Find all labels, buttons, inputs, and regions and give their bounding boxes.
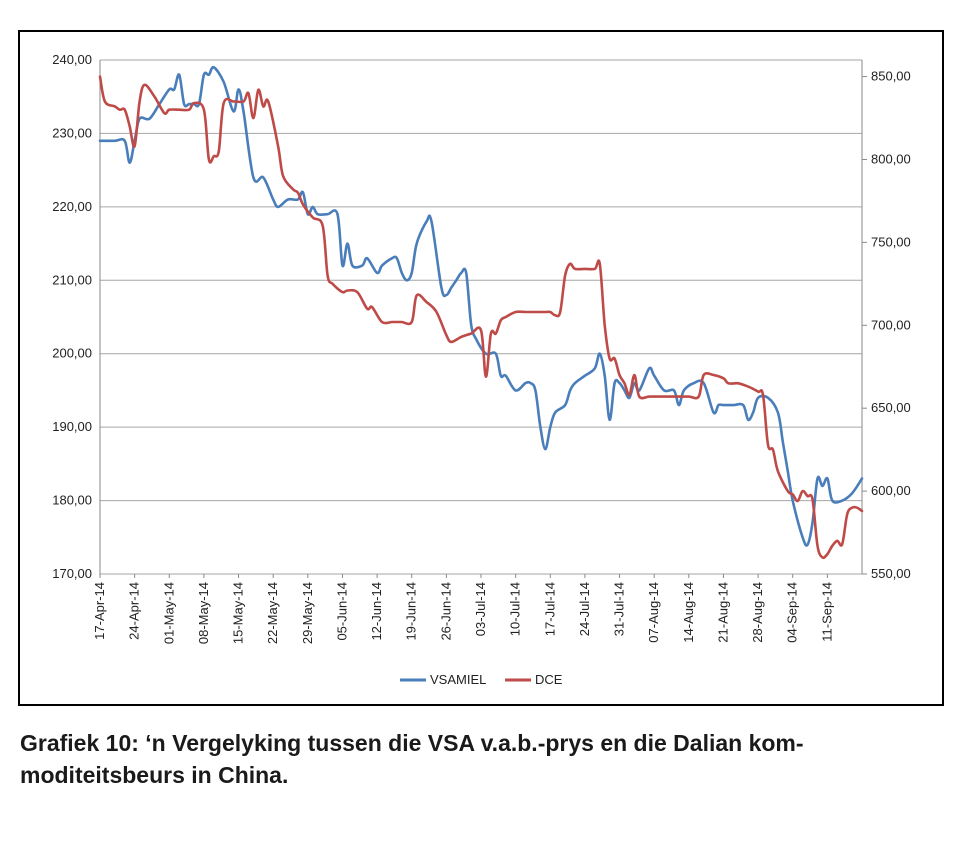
y-left-tick-label: 180,00 [52,493,92,508]
legend-label-vsamiel: VSAMIEL [430,672,486,687]
x-tick-label: 05-Jun-14 [334,582,349,641]
x-tick-label: 10-Jul-14 [508,582,523,636]
line-chart: 170,00 180,00 190,00 200,00 210,00 220,00 230,… [52,52,911,687]
x-tick-label: 12-Jun-14 [369,582,384,641]
chart-frame: 170,00 180,00 190,00 200,00 210,00 220,00 230,… [18,30,944,706]
y-left-tick-label: 240,00 [52,52,92,67]
x-tick-label: 31-Jul-14 [612,582,627,636]
x-tick-label: 19-Jun-14 [404,582,419,641]
x-tick-label: 17-Jul-14 [542,582,557,636]
legend-label-dce: DCE [535,672,563,687]
figure-caption: Grafiek 10: ‘n Vergelyking tussen die VS… [20,730,804,788]
y-right-tick-label: 700,00 [871,317,911,332]
y-right-tick-label: 750,00 [871,234,911,249]
y-left-tick-label: 210,00 [52,272,92,287]
y-right-tick-label: 650,00 [871,400,911,415]
y-left-tick-label: 170,00 [52,566,92,581]
x-tick-label: 03-Jul-14 [473,582,488,636]
x-tick-label: 04-Sep-14 [785,582,800,643]
x-tick-label: 24-Jul-14 [577,582,592,636]
series-line-dce [98,75,864,560]
x-tick-label: 28-Aug-14 [750,582,765,643]
y-left-tick-label: 200,00 [52,346,92,361]
x-tick-label: 21-Aug-14 [715,582,730,643]
x-tick-label: 11-Sep-14 [819,582,834,642]
y-left-tick-label: 190,00 [52,419,92,434]
gridlines [100,59,862,575]
x-tick-label: 17-Apr-14 [92,582,107,640]
y-right-tick-label: 600,00 [871,483,911,498]
legend: VSAMIEL DCE [400,672,563,687]
x-tick-label: 22-May-14 [265,582,280,644]
x-tick-label: 26-Jun-14 [438,582,453,641]
x-tick-label: 07-Aug-14 [646,582,661,643]
series-line-vsamiel [98,65,864,547]
x-tick-label: 08-May-14 [196,582,211,644]
x-tick-label: 15-May-14 [231,582,246,644]
y-left-tick-label: 220,00 [52,199,92,214]
y-right-tick-label: 800,00 [871,151,911,166]
x-tick-label: 14-Aug-14 [681,582,696,643]
axes: 170,00 180,00 190,00 200,00 210,00 220,00 230,… [52,52,911,644]
x-tick-label: 01-May-14 [161,582,176,644]
y-right-tick-label: 550,00 [871,566,911,581]
y-right-tick-label: 850,00 [871,69,911,84]
x-tick-label: 24-Apr-14 [127,582,142,640]
series-lines [98,65,864,560]
x-tick-label: 29-May-14 [300,582,315,644]
y-left-tick-label: 230,00 [52,125,92,140]
